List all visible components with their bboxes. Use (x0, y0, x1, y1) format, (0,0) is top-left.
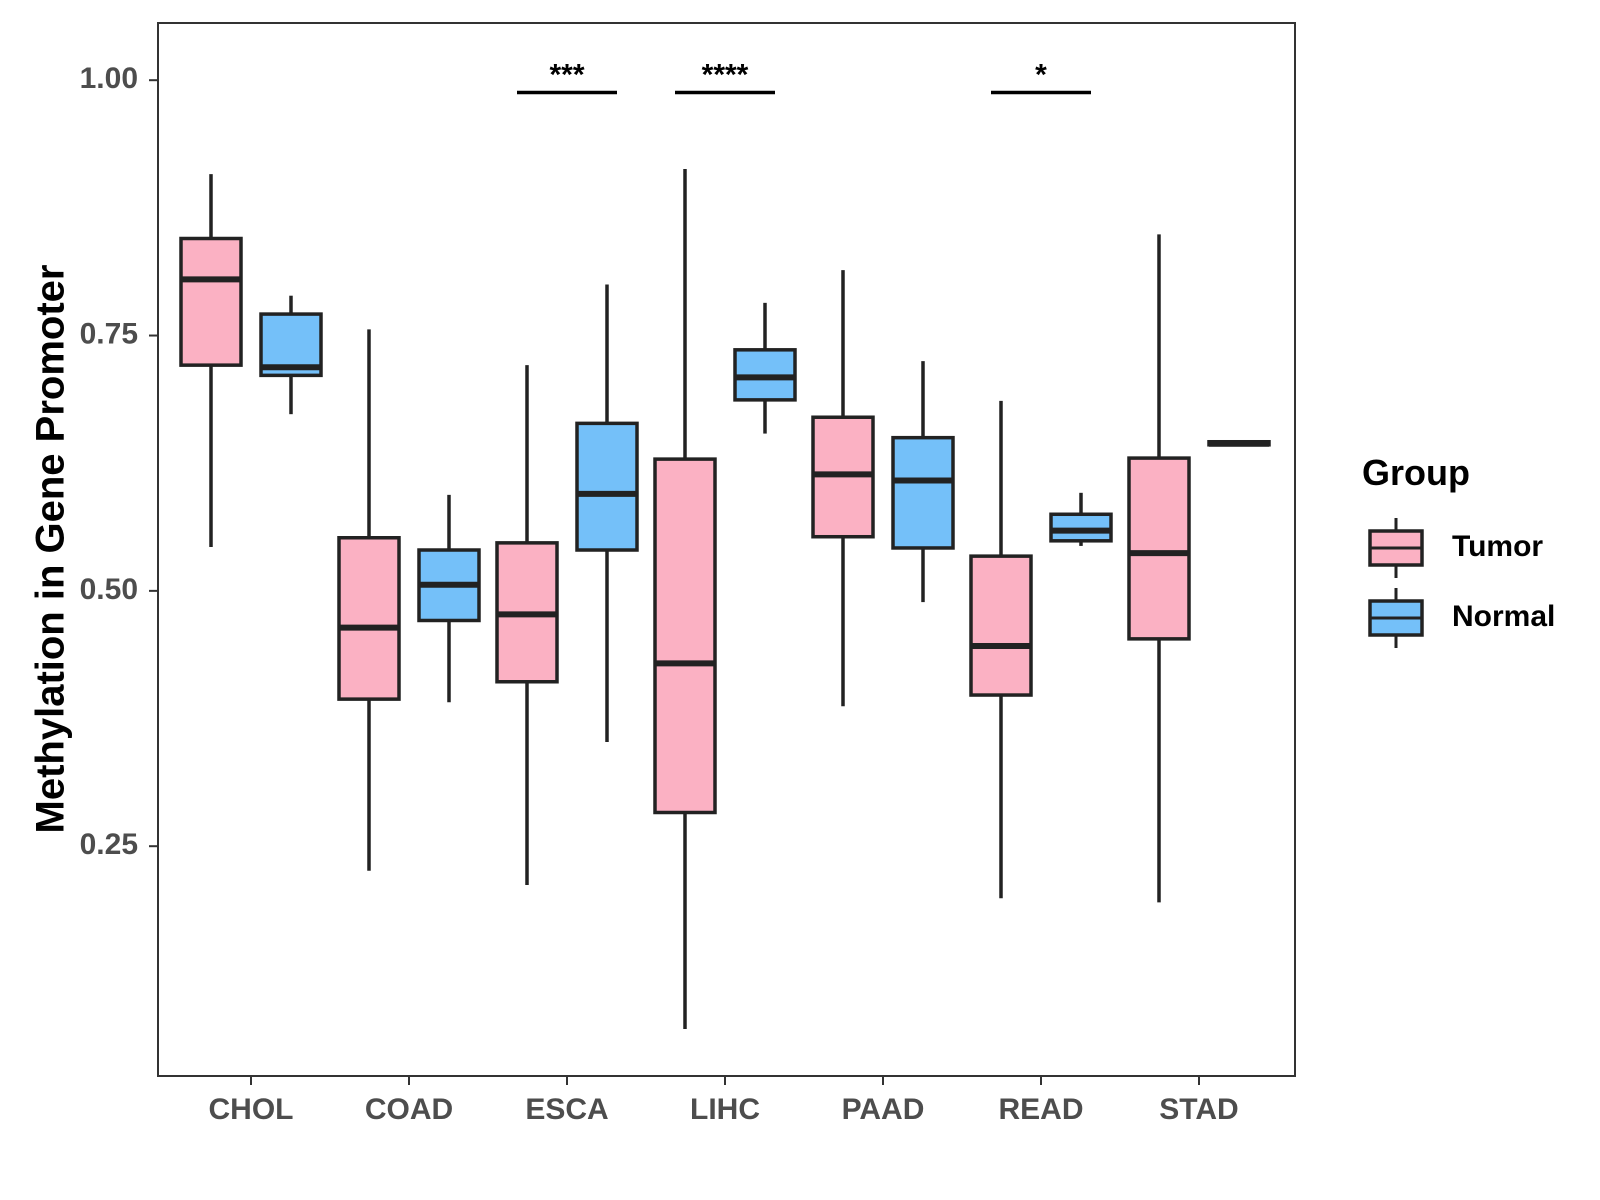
significance-label: * (1035, 58, 1047, 91)
box-iqr (1049, 512, 1113, 543)
y-tick-label: 1.00 (80, 62, 138, 95)
y-axis-title: Methylation in Gene Promoter (29, 265, 73, 834)
box-normal-stad (1207, 439, 1271, 447)
legend: Group Tumor Normal (1362, 452, 1555, 648)
x-axis: CHOL COAD ESCA LIHC PAAD READ STAD (209, 1076, 1239, 1126)
y-tick-label: 0.75 (80, 317, 138, 350)
x-tick-label: PAAD (842, 1093, 925, 1126)
legend-title: Group (1362, 452, 1470, 493)
x-tick-label: STAD (1159, 1093, 1238, 1126)
box-normal-read (1049, 492, 1113, 546)
box-iqr (969, 554, 1033, 697)
significance-annotations: *** **** * (517, 58, 1091, 95)
x-tick-label: READ (998, 1093, 1083, 1126)
box-tumor-read (969, 400, 1033, 899)
box-tumor-esca (495, 365, 559, 886)
box-normal-chol (259, 295, 323, 415)
box-iqr (575, 421, 639, 552)
x-tick-label: ESCA (525, 1093, 608, 1126)
box-normal-coad (417, 494, 481, 703)
box-tumor-stad (1127, 234, 1191, 903)
box-normal-esca (575, 284, 639, 743)
x-tick-label: CHOL (209, 1093, 294, 1126)
box-iqr (653, 457, 717, 815)
legend-entry-tumor: Tumor (1368, 518, 1543, 578)
box-tumor-chol (179, 174, 243, 547)
box-iqr (1127, 456, 1191, 641)
box-normal-lihc (733, 302, 797, 434)
box-iqr (179, 236, 243, 367)
box-tumor-coad (337, 329, 401, 871)
x-tick-label: COAD (365, 1093, 453, 1126)
legend-label: Normal (1452, 600, 1555, 633)
y-tick-label: 0.25 (80, 828, 138, 861)
significance-label: *** (549, 58, 584, 91)
box-iqr (891, 435, 955, 550)
y-axis: 0.25 0.50 0.75 1.00 (80, 62, 158, 861)
box-series (179, 169, 1271, 1030)
box-iqr (337, 536, 401, 701)
plot-panel (157, 22, 1296, 1077)
legend-entry-normal: Normal (1368, 588, 1555, 648)
significance-label: **** (702, 58, 749, 91)
box-tumor-lihc (653, 169, 717, 1030)
box-normal-paad (891, 361, 955, 603)
x-tick-label: LIHC (690, 1093, 760, 1126)
box-tumor-paad (811, 270, 875, 707)
legend-label: Tumor (1452, 530, 1543, 563)
y-tick-label: 0.50 (80, 573, 138, 606)
